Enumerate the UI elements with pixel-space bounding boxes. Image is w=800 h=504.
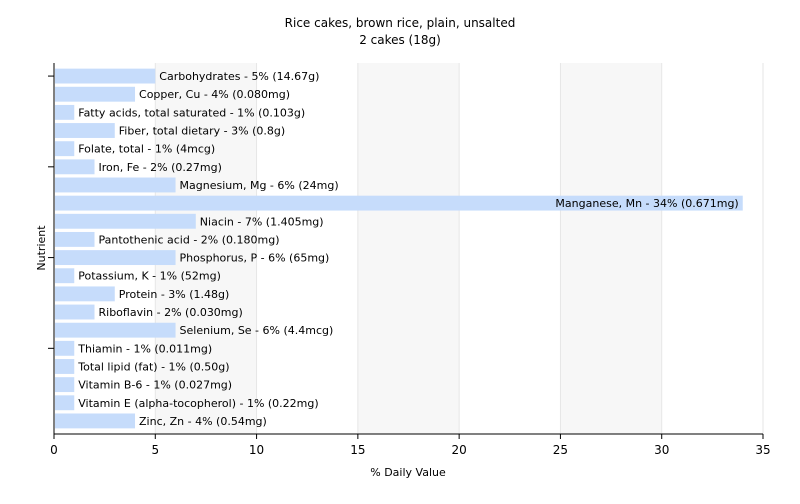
bar — [55, 250, 176, 266]
gridlines — [154, 63, 764, 434]
x-tick-label: 10 — [249, 443, 264, 457]
bar-data-label: Iron, Fe - 2% (0.27mg) — [99, 161, 222, 174]
x-tick-label: 25 — [553, 443, 568, 457]
x-tick-label: 30 — [654, 443, 669, 457]
bar — [55, 268, 75, 284]
x-tick-label: 5 — [151, 443, 159, 457]
axes: 0 5 10 15 20 25 30 35 — [48, 63, 771, 457]
bar — [55, 159, 95, 175]
bar-data-label: Pantothenic acid - 2% (0.180mg) — [99, 233, 280, 246]
bar-data-label: Niacin - 7% (1.405mg) — [200, 215, 324, 228]
bar — [55, 195, 743, 211]
bar-data-label: Zinc, Zn - 4% (0.54mg) — [139, 415, 267, 428]
bar-data-label: Selenium, Se - 6% (4.4mcg) — [180, 324, 334, 337]
bar — [55, 322, 176, 338]
bar — [55, 377, 75, 393]
bar-data-label: Total lipid (fat) - 1% (0.50g) — [77, 360, 229, 373]
bar — [55, 413, 136, 429]
bar — [55, 304, 95, 320]
bar-labels: Carbohydrates - 5% (14.67g) Copper, Cu - … — [77, 70, 738, 428]
bar — [55, 340, 75, 356]
x-tick-label: 15 — [350, 443, 365, 457]
bar-data-label: Manganese, Mn - 34% (0.671mg) — [555, 197, 738, 210]
bar-data-label: Magnesium, Mg - 6% (24mg) — [180, 179, 339, 192]
bar-data-label: Riboflavin - 2% (0.030mg) — [99, 306, 243, 319]
bar-data-label: Folate, total - 1% (4mcg) — [78, 143, 215, 156]
bar — [55, 68, 156, 84]
bar — [55, 104, 75, 120]
x-axis-label: % Daily Value — [370, 466, 446, 479]
bar-data-label: Thiamin - 1% (0.011mg) — [77, 342, 212, 355]
bars — [55, 68, 743, 429]
bar-data-label: Fiber, total dietary - 3% (0.8g) — [119, 125, 285, 138]
bar — [55, 359, 75, 374]
grid-band — [155, 63, 257, 434]
bar-data-label: Fatty acids, total saturated - 1% (0.103… — [78, 106, 305, 119]
bar-data-label: Phosphorus, P - 6% (65mg) — [180, 252, 330, 265]
grid-band — [560, 63, 662, 434]
bar — [55, 231, 95, 247]
bar — [55, 86, 136, 102]
bar-data-label: Carbohydrates - 5% (14.67g) — [159, 70, 319, 83]
bar — [55, 395, 75, 411]
bar — [55, 213, 196, 229]
bar — [55, 286, 115, 302]
y-axis-label: Nutrient — [35, 225, 48, 271]
bar-data-label: Protein - 3% (1.48g) — [119, 288, 230, 301]
bar — [55, 141, 75, 157]
x-tick-label: 35 — [755, 443, 770, 457]
bar-data-label: Copper, Cu - 4% (0.080mg) — [139, 88, 290, 101]
bar — [55, 177, 176, 193]
grid-band — [357, 63, 460, 434]
bar-data-label: Potassium, K - 1% (52mg) — [78, 270, 221, 283]
x-tick-label: 20 — [452, 443, 467, 457]
bar-data-label: Vitamin E (alpha-tocopherol) - 1% (0.22m… — [78, 397, 318, 410]
bar — [55, 123, 115, 138]
bar-data-label: Vitamin B-6 - 1% (0.027mg) — [78, 379, 232, 392]
chart-subtitle: 2 cakes (18g) — [359, 33, 441, 47]
chart-title: Rice cakes, brown rice, plain, unsalted — [285, 16, 516, 30]
x-tick-label: 0 — [50, 443, 58, 457]
